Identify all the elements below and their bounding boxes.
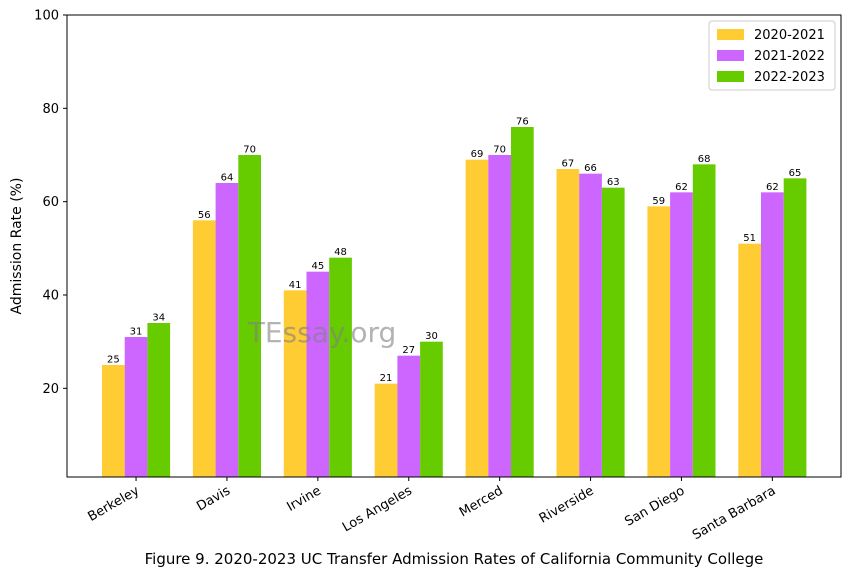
data-label: 76 [516,117,529,128]
legend-label: 2021-2022 [754,49,825,64]
y-axis-label: Admission Rate (%) [9,178,25,315]
legend-label: 2020-2021 [754,28,825,43]
bar-irvine-2020-2021 [283,290,307,477]
data-label: 21 [380,373,393,384]
figure-caption: Figure 9. 2020-2023 UC Transfer Admissio… [144,550,764,568]
data-label: 41 [289,280,302,291]
legend-label: 2022-2023 [754,70,825,85]
bar-los-angeles-2021-2022 [397,355,421,477]
data-label: 62 [766,182,779,193]
data-label: 51 [743,233,756,244]
bar-santa-barbara-2020-2021 [738,243,761,477]
x-tick-label: Berkeley [85,483,142,524]
bar-merced-2020-2021 [465,159,489,477]
data-label: 64 [221,173,234,184]
x-tick-label: Irvine [285,483,324,514]
bar-davis-2021-2022 [215,183,239,477]
data-label: 63 [607,177,620,188]
data-label: 69 [471,149,484,160]
bar-davis-2022-2023 [238,155,261,477]
y-tick-label: 40 [42,289,59,304]
legend-swatch [717,50,744,61]
bar-berkeley-2021-2022 [124,337,148,477]
bar-san-diego-2022-2023 [692,164,716,478]
data-label: 62 [675,182,688,193]
bar-riverside-2022-2023 [601,187,625,477]
bar-santa-barbara-2022-2023 [783,178,807,478]
data-label: 70 [243,145,256,156]
bar-san-diego-2021-2022 [670,192,693,478]
data-label: 56 [198,210,211,221]
y-tick-label: 100 [34,9,59,24]
data-label: 65 [789,168,802,179]
watermark: TEssay.org [247,316,397,349]
x-tick-label: San Diego [622,483,687,529]
x-tick-label: Los Angeles [340,483,415,535]
x-tick-label: Santa Barbara [690,483,778,543]
bar-irvine-2022-2023 [329,257,352,477]
y-tick-label: 60 [42,195,59,210]
bar-davis-2020-2021 [192,220,216,478]
bar-los-angeles-2022-2023 [420,341,443,477]
y-tick-label: 80 [42,102,59,117]
bar-santa-barbara-2021-2022 [761,192,784,478]
legend-swatch [717,29,744,40]
plot-frame [66,14,842,478]
bar-san-diego-2020-2021 [647,206,671,478]
bar-berkeley-2020-2021 [102,365,125,477]
bar-riverside-2020-2021 [556,169,580,477]
legend-swatch [717,71,744,82]
bar-merced-2021-2022 [488,155,511,477]
data-label: 31 [130,327,143,338]
y-tick-label: 20 [42,382,59,397]
x-tick-label: Davis [194,483,233,514]
bar-riverside-2021-2022 [579,173,602,477]
data-label: 45 [311,261,324,272]
data-label: 68 [698,154,711,165]
data-label: 34 [152,313,165,324]
bar-berkeley-2022-2023 [147,323,171,477]
data-label: 48 [334,247,347,258]
bar-merced-2022-2023 [511,127,534,477]
bar-irvine-2021-2022 [306,271,330,477]
data-label: 66 [584,163,597,174]
data-label: 30 [425,331,438,342]
data-label: 27 [402,345,415,356]
data-label: 25 [107,355,120,366]
bar-los-angeles-2020-2021 [374,383,398,477]
data-label: 70 [493,145,506,156]
x-tick-label: Merced [457,483,506,520]
x-tick-label: Riverside [537,483,597,526]
data-label: 67 [561,159,574,170]
data-label: 59 [652,196,665,207]
